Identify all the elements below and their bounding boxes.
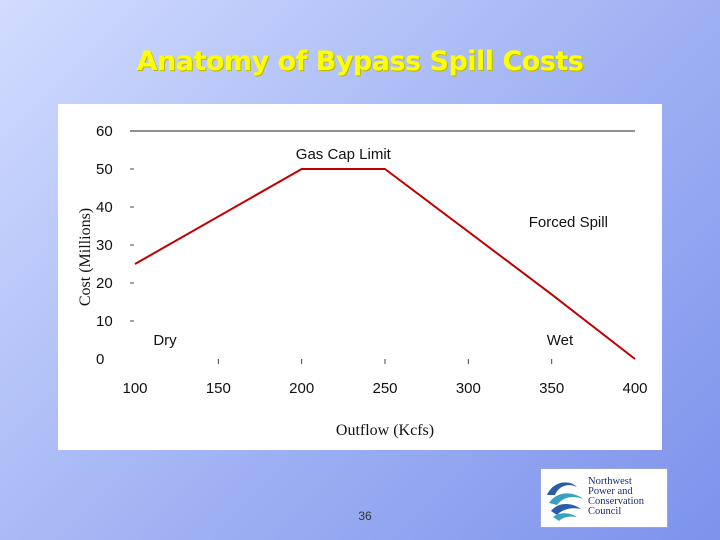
y-tick-label: 50	[96, 161, 113, 178]
series-group	[134, 168, 636, 360]
y-axis-title: Cost (Millions)	[77, 208, 94, 306]
council-logo: Northwest Power and Conservation Council	[540, 468, 668, 528]
y-tick-label: 0	[96, 351, 104, 368]
series-line	[134, 168, 636, 360]
y-tick-label: 40	[96, 199, 113, 216]
logo-text: Northwest Power and Conservation Council	[588, 476, 666, 517]
x-tick-label: 300	[456, 380, 481, 397]
x-tick-label: 150	[206, 380, 231, 397]
annotations-group: Gas Cap Limit Forced Spill Dry Wet	[153, 146, 608, 349]
chart-panel: 0 10 20 30 40 50 60 100 150 200 250 300 350 400 Gas …	[58, 104, 662, 450]
x-tick-label: 250	[372, 380, 397, 397]
slide-title: Anatomy of Bypass Spill Costs	[136, 46, 584, 77]
logo-line: Power and	[588, 486, 633, 497]
y-tick-label: 10	[96, 313, 113, 330]
x-tick-label: 350	[539, 380, 564, 397]
x-tick-label: 200	[289, 380, 314, 397]
line-chart: 0 10 20 30 40 50 60 100 150 200 250 300 350 400 Gas …	[77, 123, 648, 439]
x-axis-title: Outflow (Kcfs)	[336, 422, 434, 439]
y-tick-label: 60	[96, 123, 113, 140]
page-number: 36	[358, 509, 372, 523]
logo-line: Council	[588, 506, 622, 517]
x-tick-label: 400	[622, 380, 647, 397]
y-axis-ticks: 0 10 20 30 40 50 60	[96, 123, 134, 368]
annotation-label: Forced Spill	[529, 214, 608, 231]
logo-line: Northwest	[588, 476, 632, 487]
y-tick-label: 20	[96, 275, 113, 292]
logo-line: Conservation	[588, 496, 644, 507]
x-tick-label: 100	[122, 380, 147, 397]
y-tick-label: 30	[96, 237, 113, 254]
annotation-label: Wet	[547, 332, 574, 349]
annotation-label: Dry	[153, 332, 177, 349]
wave-swirl-icon	[547, 482, 583, 521]
annotation-label: Gas Cap Limit	[296, 146, 392, 163]
x-axis-ticks: 100 150 200 250 300 350 400	[122, 359, 648, 397]
